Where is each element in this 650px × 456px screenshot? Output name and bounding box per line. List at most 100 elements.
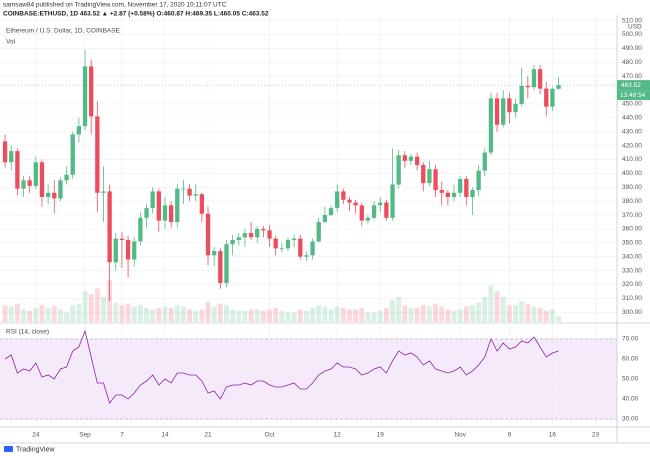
candle-body xyxy=(378,202,383,206)
volume-bar xyxy=(476,302,482,322)
candle-body xyxy=(414,156,420,166)
y-tick-label: 330.00 xyxy=(622,267,642,274)
y-tick-label: 300.00 xyxy=(622,309,642,316)
volume-bar xyxy=(39,305,45,322)
y-tick-label: 370.00 xyxy=(622,212,642,219)
volume-bar xyxy=(316,305,322,322)
y-tick-label: 390.00 xyxy=(622,184,642,191)
candle-body xyxy=(236,237,241,241)
y-tick-label: 420.00 xyxy=(622,142,642,149)
last-price-box xyxy=(617,80,650,91)
y-tick-label: 310.00 xyxy=(622,295,642,302)
volume-bar xyxy=(21,309,26,322)
candle-body xyxy=(199,194,205,214)
x-tick-label: 7 xyxy=(120,432,124,439)
candle-body xyxy=(113,238,118,263)
volume-bar xyxy=(549,309,555,322)
volume-bar xyxy=(414,308,420,322)
candle-body xyxy=(58,180,63,199)
candle-body xyxy=(70,134,75,175)
volume-bar xyxy=(180,306,186,322)
volume-bar xyxy=(144,308,149,322)
y-tick-label: 380.00 xyxy=(622,198,642,205)
volume-bar xyxy=(254,309,260,322)
candle-body xyxy=(531,69,537,88)
volume-bar xyxy=(297,309,303,322)
candle-body xyxy=(494,98,500,125)
candle-body xyxy=(27,180,32,186)
volume-bar xyxy=(457,309,463,322)
volume-bar xyxy=(14,303,20,322)
candle-body xyxy=(525,85,530,88)
x-tick-label: 9 xyxy=(508,432,512,439)
volume-bar xyxy=(156,308,162,322)
candle-body xyxy=(138,217,143,242)
candle-body xyxy=(107,191,112,263)
candle-body xyxy=(156,191,161,221)
volume-bar xyxy=(433,303,439,322)
y-tick-label: 340.00 xyxy=(622,253,642,260)
volume-bar xyxy=(365,312,371,322)
candle-body xyxy=(9,151,14,163)
candle-body xyxy=(298,238,303,257)
volume-bar xyxy=(506,305,512,322)
candle-body xyxy=(212,251,217,256)
volume-bar xyxy=(113,302,119,322)
candle-body xyxy=(267,230,272,239)
brand: TradingView xyxy=(16,446,55,453)
volume-bar xyxy=(371,312,377,322)
x-tick-label: 16 xyxy=(549,432,557,439)
candle-body xyxy=(285,240,291,249)
volume-bar xyxy=(248,309,254,322)
volume-bar xyxy=(390,299,395,322)
y-tick-label: 470.00 xyxy=(622,73,642,80)
volume-bar xyxy=(537,308,543,322)
candle-body xyxy=(396,155,401,185)
x-tick-label: 14 xyxy=(161,432,169,439)
marks xyxy=(2,49,562,404)
rsi-tick-label: 70.00 xyxy=(622,336,639,343)
volume-bar xyxy=(488,285,494,322)
volume-bar xyxy=(525,303,531,322)
volume-bar xyxy=(64,312,70,322)
volume-bar xyxy=(279,310,285,322)
volume-bar xyxy=(303,310,309,322)
y-tick-label: 430.00 xyxy=(622,128,642,135)
volume-bar xyxy=(470,305,475,322)
volume-bar xyxy=(217,303,223,322)
candle-body xyxy=(482,152,487,171)
candle-body xyxy=(335,191,340,209)
candle-body xyxy=(95,116,100,193)
candle-body xyxy=(550,88,555,107)
y-tick-label: 500.00 xyxy=(622,31,642,38)
volume-bar xyxy=(426,306,432,322)
candle-body xyxy=(193,194,198,196)
candle-body xyxy=(205,213,211,256)
volume-bar xyxy=(500,296,506,322)
volume-bar xyxy=(408,308,414,322)
volume-bar xyxy=(531,306,537,322)
candle-body xyxy=(353,202,358,206)
symbol-info: COINBASE:ETHUSD, 1D 463.52 ▲ +2.87 (+0.5… xyxy=(3,11,269,18)
candle-body xyxy=(162,205,168,221)
volume-bar xyxy=(260,310,266,322)
candle-body xyxy=(464,178,469,197)
candle-body xyxy=(365,217,371,221)
candle-body xyxy=(322,215,328,222)
currency-label: USD xyxy=(628,24,642,31)
candle-body xyxy=(144,208,149,218)
candle-body xyxy=(242,233,248,238)
candle-body xyxy=(132,241,137,260)
volume-bar xyxy=(556,316,562,322)
candle-body xyxy=(21,180,26,189)
candle-body xyxy=(101,191,106,193)
rsi-tick-label: 50.00 xyxy=(622,376,639,383)
candle-body xyxy=(501,98,506,125)
volume-bar xyxy=(57,309,63,322)
candle-body xyxy=(218,251,223,284)
y-tick-label: 360.00 xyxy=(622,226,642,233)
candle-body xyxy=(421,165,426,184)
x-tick-label: 12 xyxy=(334,432,342,439)
volume-bar xyxy=(310,308,316,322)
y-tick-label: 510.00 xyxy=(622,17,642,24)
